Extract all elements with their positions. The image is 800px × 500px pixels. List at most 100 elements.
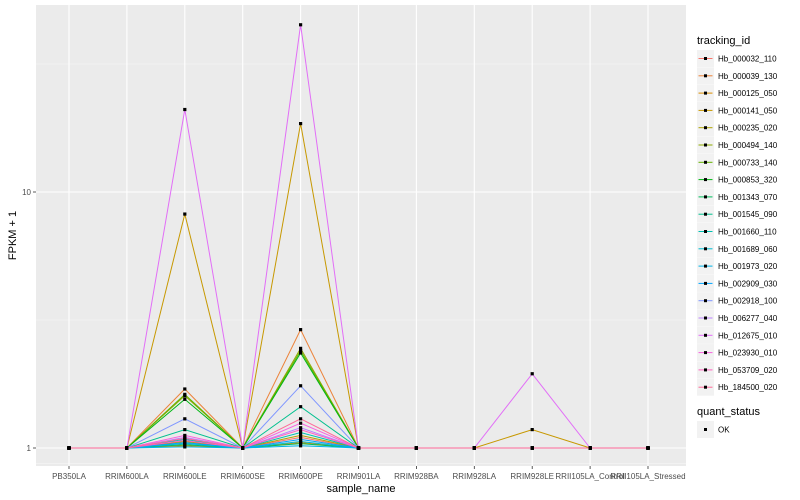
data-point: [588, 446, 592, 450]
x-tick-label: RRIM600LE: [163, 472, 207, 481]
legend-label: Hb_000494_140: [718, 141, 778, 150]
data-point: [530, 372, 534, 376]
data-point: [530, 446, 534, 450]
data-point: [299, 435, 303, 440]
data-point: [299, 426, 303, 430]
data-point: [183, 107, 187, 112]
x-tick-label: RRII105LA_Control: [555, 472, 625, 481]
legend-label: Hb_001689_060: [718, 245, 778, 254]
legend-label: Hb_184500_020: [718, 383, 778, 392]
legend-key-point: [704, 178, 707, 182]
legend-key-point: [704, 247, 707, 251]
data-point: [183, 212, 187, 216]
data-point: [299, 421, 303, 425]
shape-legend-items: OK: [697, 421, 730, 438]
y-axis: 1 10: [22, 188, 36, 453]
data-point: [299, 351, 303, 355]
plot-panel: [36, 5, 686, 466]
data-point: [299, 23, 303, 27]
legend-label: Hb_000235_020: [718, 124, 778, 133]
legend-label: Hb_002909_030: [718, 279, 778, 288]
legend-key-point: [704, 230, 707, 233]
x-tick-label: RRIM901LA: [337, 472, 381, 481]
data-point: [183, 427, 187, 432]
data-point: [241, 446, 245, 450]
x-tick-label: RRII105LA_Stressed: [610, 472, 685, 481]
legend-label: Hb_053709_020: [718, 366, 778, 375]
shape-legend-label: OK: [718, 426, 730, 435]
legend: tracking_id Hb_000032_110Hb_000039_130Hb…: [697, 35, 778, 438]
legend-label: Hb_001660_110: [718, 228, 777, 237]
legend-key-point: [704, 160, 707, 164]
legend-key-point: [704, 316, 707, 320]
data-point: [299, 405, 303, 409]
y-tick-label: 10: [22, 188, 31, 197]
legend-key-point: [704, 212, 707, 216]
data-point: [183, 440, 187, 445]
legend-label: Hb_001545_090: [718, 210, 778, 219]
data-point: [183, 433, 187, 438]
legend-key-point: [704, 91, 707, 95]
data-point: [472, 446, 476, 450]
legend-label: Hb_000853_320: [718, 176, 778, 185]
data-point: [299, 122, 303, 126]
data-point: [299, 328, 303, 332]
data-point: [183, 438, 187, 443]
data-point: [299, 430, 303, 435]
y-tick-label: 1: [27, 444, 32, 453]
series-points: [67, 23, 650, 450]
major-gridlines: [36, 5, 686, 466]
legend-key-point: [704, 143, 707, 147]
x-axis-title: sample_name: [326, 483, 395, 495]
data-point: [299, 437, 303, 442]
legend-label: Hb_006277_040: [718, 314, 778, 323]
legend-key-point: [704, 385, 707, 389]
legend-label: Hb_000125_050: [718, 89, 778, 98]
data-point: [67, 446, 71, 450]
legend-key-point: [704, 126, 707, 130]
data-point: [299, 433, 303, 438]
data-point: [356, 446, 361, 450]
x-tick-label: RRIM600LA: [105, 472, 149, 481]
data-point: [530, 427, 534, 432]
data-point: [183, 397, 187, 401]
data-point: [299, 444, 303, 448]
minor-gridlines: [36, 63, 686, 464]
legend-label: Hb_001973_020: [718, 262, 778, 271]
legend-label: Hb_002918_100: [718, 297, 778, 306]
y-axis-title: FPKM + 1: [7, 211, 19, 260]
shape-legend-key-point: [704, 428, 707, 431]
data-point: [299, 384, 303, 388]
data-point: [183, 436, 187, 441]
legend-label: Hb_023930_010: [718, 349, 778, 358]
data-point: [183, 445, 187, 449]
legend-key-point: [704, 57, 707, 60]
legend-label: Hb_000032_110: [718, 55, 777, 64]
data-point: [183, 417, 187, 421]
data-point: [299, 346, 303, 350]
x-tick-label: RRIM928LA: [453, 472, 497, 481]
data-point: [299, 427, 303, 432]
legend-key-point: [704, 299, 707, 303]
legend-key-point: [704, 351, 707, 355]
data-point: [183, 392, 187, 396]
legend-key-point: [704, 264, 707, 268]
legend-key-point: [704, 368, 707, 372]
legend-key-point: [704, 74, 707, 78]
x-tick-label: RRIM928BA: [394, 472, 439, 481]
legend-label: Hb_000039_130: [718, 72, 778, 81]
legend-label: Hb_001343_070: [718, 193, 778, 202]
legend-key-point: [704, 108, 707, 112]
shape-legend-title: quant_status: [697, 406, 760, 418]
legend-key-point: [704, 195, 707, 199]
legend-key-point: [704, 281, 707, 285]
x-tick-label: PB350LA: [52, 472, 86, 481]
legend-title: tracking_id: [697, 35, 750, 47]
legend-items: Hb_000032_110 Hb_000039_130 Hb_000125_050 H…: [697, 50, 778, 396]
x-tick-label: RRIM600SE: [220, 472, 264, 481]
x-axis: PB350LA RRIM600LA RRIM600LE RRIM600SE RRIM60…: [52, 466, 686, 481]
data-point: [183, 387, 187, 391]
legend-key-point: [704, 333, 707, 337]
x-tick-label: RRIM600PE: [278, 472, 322, 481]
